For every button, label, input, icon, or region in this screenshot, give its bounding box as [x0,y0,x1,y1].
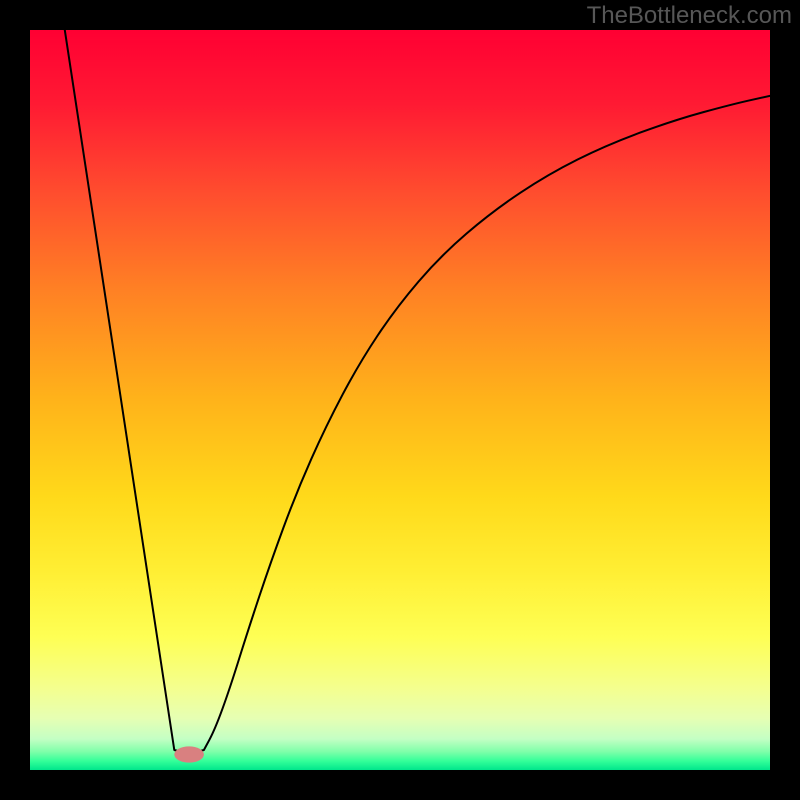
bottleneck-chart: TheBottleneck.com [0,0,800,800]
gradient-background [30,30,770,770]
watermark-text: TheBottleneck.com [587,2,792,30]
chart-svg [0,0,800,800]
optimal-marker [174,746,204,762]
